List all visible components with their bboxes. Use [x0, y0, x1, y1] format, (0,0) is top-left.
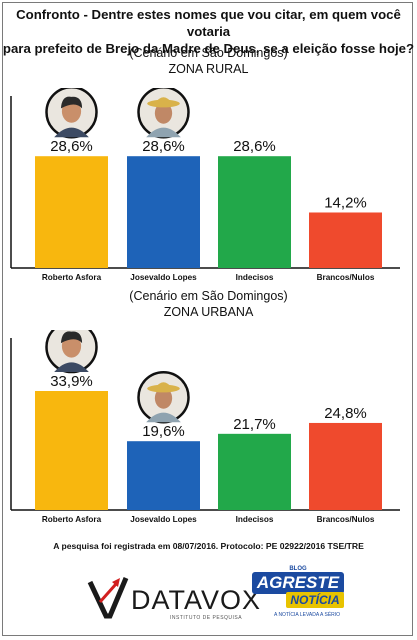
- photo-roberto-asfora: [45, 330, 98, 374]
- agreste-logo-word: AGRESTE: [252, 572, 344, 594]
- value-label-roberto-asfora: 33,9%: [50, 373, 93, 390]
- category-label-josevaldo-lopes: Josevaldo Lopes: [130, 515, 197, 524]
- datavox-logo-subtext: INSTITUTO DE PESQUISA: [170, 615, 243, 621]
- bar-indecisos: [218, 433, 291, 510]
- category-label-josevaldo-lopes: Josevaldo Lopes: [130, 273, 197, 282]
- bar-roberto-asfora: [35, 391, 108, 510]
- rural-scenario-subtitle: (Cenário em São Domingos): [129, 46, 288, 60]
- category-label-brancos-nulos: Brancos/Nulos: [317, 515, 375, 524]
- photo-josevaldo-lopes: [137, 88, 190, 139]
- urban-chart-title: ZONA URBANA: [163, 305, 254, 319]
- rural-chart-title: ZONA RURAL: [168, 62, 249, 76]
- value-label-brancos-nulos: 14,2%: [324, 194, 367, 211]
- datavox-logo-text: DATAVOX: [131, 585, 262, 615]
- bar-josevaldo-lopes: [127, 441, 200, 510]
- category-label-brancos-nulos: Brancos/Nulos: [317, 273, 375, 282]
- question-line-2: para prefeito de Brejo da Madre de Deus,…: [2, 41, 415, 56]
- bar-josevaldo-lopes: [127, 156, 200, 268]
- photo-roberto-asfora: [45, 88, 98, 139]
- value-label-indecisos: 28,6%: [233, 138, 276, 155]
- bar-brancos-nulos: [309, 422, 382, 510]
- question-line-1: Confronto - Dentre estes nomes que vou c…: [16, 7, 401, 39]
- bar-indecisos: [218, 156, 291, 268]
- bar-roberto-asfora: [35, 156, 108, 268]
- value-label-josevaldo-lopes: 19,6%: [142, 423, 185, 440]
- agreste-noticia-logo: BLOG AGRESTE NOTÍCIA A NOTÍCIA LEVADA A …: [246, 566, 350, 624]
- category-label-indecisos: Indecisos: [236, 273, 274, 282]
- category-label-indecisos: Indecisos: [236, 515, 274, 524]
- agreste-logo-slogan: A NOTÍCIA LEVADA A SÉRIO: [274, 612, 341, 618]
- value-label-indecisos: 21,7%: [233, 416, 276, 433]
- value-label-roberto-asfora: 28,6%: [50, 138, 93, 155]
- rural-bar-chart: 28,6% Roberto Asfora 28,6% Josevaldo Lopes 2…: [10, 88, 400, 282]
- category-label-roberto-asfora: Roberto Asfora: [42, 515, 102, 524]
- noticia-logo-word: NOTÍCIA: [286, 592, 344, 608]
- value-label-josevaldo-lopes: 28,6%: [142, 138, 185, 155]
- survey-question: Confronto - Dentre estes nomes que vou c…: [0, 6, 417, 57]
- photo-josevaldo-lopes: [137, 370, 190, 424]
- registration-note: A pesquisa foi registrada em 08/07/2016.…: [53, 541, 364, 551]
- urban-scenario-subtitle: (Cenário em São Domingos): [129, 289, 288, 303]
- value-label-brancos-nulos: 24,8%: [324, 405, 367, 422]
- urban-bar-chart: 33,9% Roberto Asfora 19,6% Josevaldo Lopes 2…: [10, 330, 400, 524]
- category-label-roberto-asfora: Roberto Asfora: [42, 273, 102, 282]
- agreste-logo-blog: BLOG: [289, 566, 307, 572]
- bar-brancos-nulos: [309, 212, 382, 268]
- datavox-logo-mark: [87, 577, 129, 619]
